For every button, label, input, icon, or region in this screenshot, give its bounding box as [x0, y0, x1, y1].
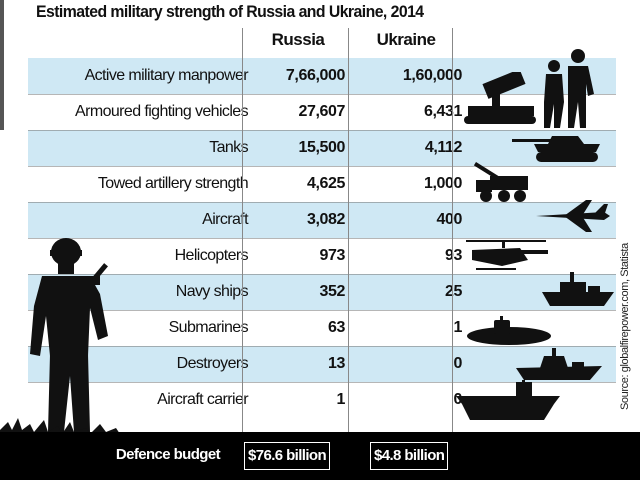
- ukraine-value: 4,112: [424, 139, 463, 156]
- row-label: Aircraft: [202, 211, 248, 228]
- column-divider: [242, 28, 243, 441]
- row-label: Towed artillery strength: [97, 175, 249, 192]
- rocket-launcher-icon: [464, 72, 536, 124]
- ukraine-value: 0: [453, 391, 463, 408]
- ukraine-value: 400: [436, 211, 463, 228]
- budget-bar: [0, 432, 640, 480]
- row-divider: [28, 274, 616, 275]
- left-accent-bar: [0, 0, 4, 130]
- ukraine-value: 0: [453, 355, 463, 372]
- table-row: Aircraft carrier 1 0: [28, 382, 616, 418]
- submarine-icon: [467, 316, 551, 345]
- russia-value: 27,607: [298, 103, 345, 120]
- column-divider: [348, 28, 349, 441]
- row-label: Helicopters: [174, 247, 249, 264]
- row-label: Navy ships: [175, 283, 249, 300]
- ukraine-value: 1,60,000: [402, 67, 462, 84]
- table-row: Navy ships 352 25: [28, 274, 616, 310]
- russia-value: 352: [319, 283, 346, 300]
- row-divider: [28, 238, 616, 239]
- russia-value: 1: [336, 391, 346, 408]
- row-label: Submarines: [168, 319, 249, 336]
- page-title: Estimated military strength of Russia an…: [36, 2, 424, 21]
- row-divider: [28, 346, 616, 347]
- soldiers-icon: [544, 49, 594, 128]
- table-row: Tanks 15,500 4,112: [28, 130, 616, 166]
- tank-icon: [512, 136, 600, 162]
- destroyer-icon: [516, 348, 602, 380]
- ukraine-value: 1,000: [423, 175, 462, 192]
- russia-value: 3,082: [306, 211, 345, 228]
- column-header-ukraine: Ukraine: [376, 30, 436, 49]
- table-row: Aircraft 3,082 400: [28, 202, 616, 238]
- russia-value: 973: [319, 247, 346, 264]
- row-label: Destroyers: [176, 355, 249, 372]
- russia-value: 7,66,000: [285, 67, 345, 84]
- russia-value: 63: [328, 319, 345, 336]
- helicopter-icon: [466, 240, 548, 270]
- ukraine-value: 1: [453, 319, 463, 336]
- table-row: Destroyers 13 0: [28, 346, 616, 382]
- jet-icon: [536, 200, 610, 232]
- russia-value: 13: [328, 355, 345, 372]
- artillery-truck-icon: [473, 162, 528, 202]
- russia-value: 4,625: [306, 175, 345, 192]
- budget-label: Defence budget: [115, 446, 221, 463]
- russia-value: 15,500: [298, 139, 345, 156]
- table-row: Helicopters 973 93: [28, 238, 616, 274]
- table-row: Submarines 63 1: [28, 310, 616, 346]
- budget-ukraine: $4.8 billion: [370, 442, 449, 470]
- row-label: Armoured fighting vehicles: [75, 103, 249, 120]
- row-label: Tanks: [209, 139, 248, 156]
- ukraine-value: 93: [445, 247, 462, 264]
- ukraine-value: 25: [445, 283, 462, 300]
- row-divider: [28, 166, 616, 167]
- source-note: Source: globalfirepower.com, Statista: [619, 243, 631, 410]
- column-divider: [452, 28, 453, 441]
- row-label: Aircraft carrier: [157, 391, 248, 408]
- column-header-russia: Russia: [271, 30, 325, 49]
- soldier-silhouette-icon: [30, 238, 108, 432]
- row-divider: [28, 130, 616, 131]
- row-divider: [28, 382, 616, 383]
- navy-ship-icon: [542, 272, 614, 306]
- row-divider: [28, 202, 616, 203]
- ukraine-value: 6,431: [423, 103, 462, 120]
- row-label: Active military manpower: [84, 67, 249, 84]
- row-divider: [28, 94, 616, 95]
- budget-russia: $76.6 billion: [244, 442, 331, 470]
- row-divider: [28, 310, 616, 311]
- aircraft-carrier-icon: [456, 380, 560, 420]
